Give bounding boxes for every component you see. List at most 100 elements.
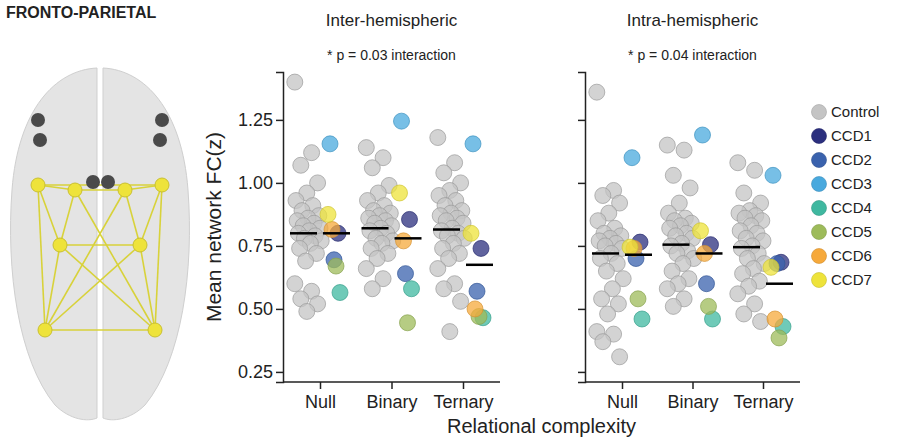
- brain-node-dark: [31, 113, 45, 127]
- y-axis-line: [276, 73, 284, 383]
- y-tick-mark: [276, 120, 283, 122]
- legend-label: CCD4: [831, 199, 872, 216]
- point: [396, 233, 412, 249]
- legend-label: CCD2: [831, 151, 872, 168]
- brain-node: [53, 238, 67, 252]
- point: [624, 150, 640, 166]
- marks: [287, 74, 493, 340]
- brain-node: [133, 238, 147, 252]
- x-tick: Ternary: [733, 382, 793, 412]
- legend-swatch: [812, 201, 827, 216]
- panel: 0.250.500.751.001.25NullBinaryTernaryInt…: [202, 11, 500, 412]
- annotation: * p = 0.04 interaction: [628, 47, 757, 63]
- point: [765, 167, 781, 183]
- brain-node: [155, 178, 169, 192]
- mean-line: [592, 252, 619, 255]
- y-tick-label: 1.00: [238, 173, 273, 193]
- y-axis-line: [578, 73, 586, 383]
- legend-swatch: [812, 225, 827, 240]
- point: [400, 315, 416, 331]
- point: [358, 261, 374, 277]
- marks: [589, 84, 793, 365]
- point: [404, 281, 420, 297]
- point: [634, 311, 650, 327]
- y-tick: 1.00: [238, 173, 283, 193]
- point: [600, 306, 616, 322]
- point: [589, 84, 605, 100]
- brain-node-dark: [33, 133, 47, 147]
- y-tick: 0.75: [238, 236, 283, 256]
- mean-line: [733, 246, 760, 249]
- point: [453, 293, 469, 309]
- point: [682, 180, 698, 196]
- legend-swatch: [812, 273, 827, 288]
- point: [320, 206, 336, 222]
- point: [430, 261, 446, 277]
- x-tick-mark: [463, 382, 465, 389]
- point: [622, 239, 638, 255]
- x-tick-mark: [320, 382, 322, 389]
- y-tick-mark: [578, 309, 585, 311]
- brain-left-hemisphere: [11, 68, 97, 420]
- brain-node: [68, 183, 82, 197]
- point: [392, 185, 408, 201]
- x-tick-label: Ternary: [733, 392, 793, 412]
- x-tick-mark: [763, 382, 765, 389]
- figure: FRONTO-PARIETAL0.250.500.751.001.25NullB…: [0, 0, 904, 443]
- legend-swatch: [812, 177, 827, 192]
- mean-line: [625, 253, 652, 256]
- point: [665, 298, 681, 314]
- brain-link: [45, 329, 155, 331]
- point: [287, 276, 303, 292]
- point: [394, 113, 410, 129]
- x-tick-mark: [622, 382, 624, 389]
- point: [436, 165, 452, 181]
- legend-swatch: [812, 249, 827, 264]
- point: [659, 281, 675, 297]
- x-tick-label: Null: [607, 392, 638, 412]
- point: [298, 253, 314, 269]
- x-axis: NullBinaryTernary: [585, 382, 800, 412]
- y-tick: [578, 183, 585, 184]
- brain-link: [75, 190, 155, 330]
- point: [467, 301, 483, 317]
- brain-link: [140, 185, 162, 245]
- y-tick: [578, 372, 585, 373]
- point: [595, 187, 611, 203]
- y-axis-title: Mean network FC(z): [202, 132, 225, 322]
- point: [598, 263, 614, 279]
- mean-line: [362, 227, 389, 230]
- y-tick-mark: [276, 372, 283, 374]
- point: [701, 298, 717, 314]
- brain-diagram: [11, 68, 190, 420]
- y-tick-mark: [578, 246, 585, 248]
- brain-link: [38, 184, 162, 186]
- point: [763, 259, 779, 275]
- y-tick-label: 0.25: [238, 362, 273, 382]
- legend-label: CCD3: [831, 175, 872, 192]
- point: [473, 240, 489, 256]
- brain-right-hemisphere: [103, 68, 189, 420]
- mean-line: [696, 252, 723, 255]
- x-tick-mark: [391, 382, 393, 389]
- legend-label: CCD6: [831, 247, 872, 264]
- point: [293, 157, 309, 173]
- brain-node: [38, 323, 52, 337]
- brain-node: [118, 183, 132, 197]
- point: [304, 145, 320, 161]
- point: [402, 211, 418, 227]
- mean-line: [663, 243, 690, 246]
- panel-title: Inter-hemispheric: [326, 11, 458, 30]
- brain-link: [155, 185, 162, 330]
- brain-node: [31, 178, 45, 192]
- point: [612, 349, 628, 365]
- x-tick-label: Ternary: [433, 392, 493, 412]
- brain-node-dark: [155, 113, 169, 127]
- point: [469, 283, 485, 299]
- y-tick-mark: [578, 372, 585, 374]
- point: [463, 225, 479, 241]
- point: [699, 276, 715, 292]
- x-tick: Null: [305, 382, 336, 412]
- panel-title: Intra-hemispheric: [627, 11, 759, 30]
- legend-swatch: [812, 105, 827, 120]
